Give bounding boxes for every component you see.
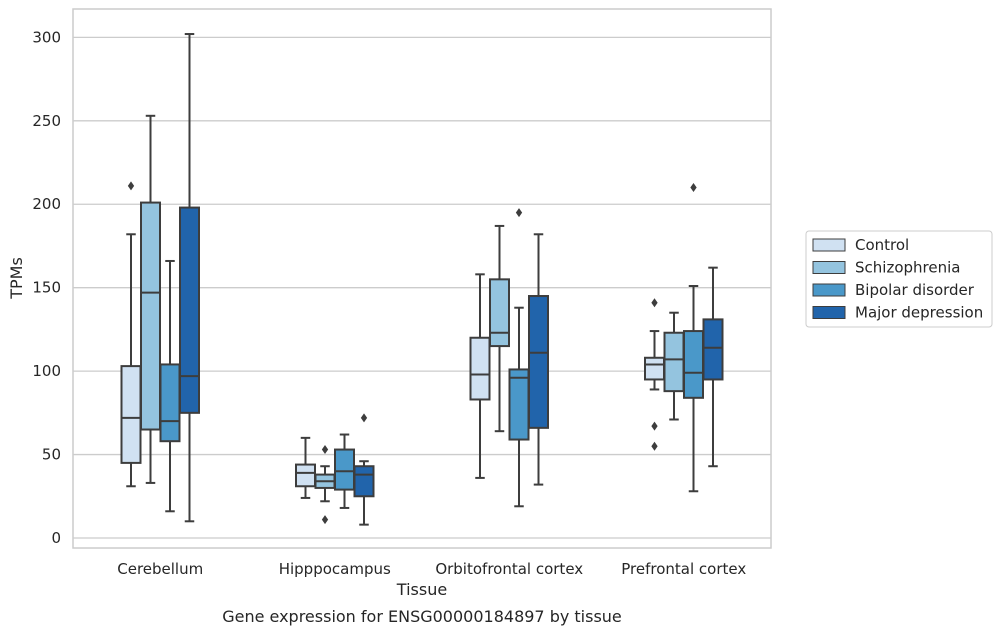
y-tick-label: 100 [32,362,61,380]
box-plot-series [120,33,724,526]
box-plot-box [314,445,336,525]
y-tick-label: 0 [51,529,61,547]
box-iqr [295,463,316,488]
outlier-point [515,208,523,218]
box-plot-box [508,208,530,508]
x-axis-ticks: Cerebellum Hipppocampus Orbitofrontal cort… [117,560,746,578]
x-tick-label: Hipppocampus [279,560,391,578]
outlier-point [321,445,329,455]
box-iqr [353,465,375,498]
box-plot-box [159,259,181,513]
outlier-point [690,183,697,193]
box-plot-box [489,224,510,433]
legend-label: Control [855,236,909,254]
box-plot-box [528,233,549,486]
box-plot-box [663,311,685,421]
gridlines [73,36,771,539]
outlier-point [651,421,658,431]
legend-label: Major depression [855,304,983,322]
box-iqr [159,363,181,443]
x-tick-label: Prefrontal cortex [621,560,746,578]
legend: Control Schizophrenia Bipolar disorder Majo… [805,230,993,328]
outlier-point [127,181,135,191]
box-plot-box [702,266,724,468]
y-tick-label: 300 [32,28,61,46]
chart-caption: Gene expression for ENSG00000184897 by t… [222,607,622,626]
box-iqr [469,336,491,401]
plot-area-frame [72,8,772,549]
box-iqr [508,368,530,441]
outlier-point [651,298,658,308]
box-plot-box [140,114,161,484]
y-tick-label: 150 [32,279,61,297]
legend-label: Schizophrenia [855,259,960,277]
box-iqr [528,295,549,429]
outlier-point [360,413,368,423]
box-iqr [663,331,685,393]
legend-swatch [812,238,846,252]
box-iqr [644,356,665,381]
legend-swatch [812,261,846,274]
box-iqr [334,448,355,491]
y-tick-label: 50 [42,446,61,464]
legend-swatch [812,306,846,319]
box-iqr [489,278,510,348]
box-plot-box [683,183,704,493]
y-tick-label: 250 [32,112,61,130]
box-iqr [702,318,724,381]
box-plot-box [295,436,316,499]
box-plot-box [469,273,491,479]
legend-label: Bipolar disorder [855,281,975,299]
y-axis-label: TPMs [7,257,26,300]
x-tick-label: Cerebellum [117,560,203,578]
x-axis-label: Tissue [396,580,447,599]
box-plot-box [644,298,665,451]
box-plot-box [334,433,355,509]
box-iqr [683,330,704,399]
box-iqr [179,206,200,414]
box-plot-box [179,33,200,523]
box-plot-box [120,181,142,488]
box-iqr [140,201,161,431]
outlier-point [321,515,329,525]
y-tick-label: 200 [32,195,61,213]
outlier-point [651,441,658,451]
legend-swatch [812,283,846,297]
box-iqr [120,365,142,464]
y-axis-ticks: 0 50 100 150 200 250 300 [32,28,61,547]
box-plot-box [353,413,375,526]
legend-frame [805,230,993,328]
x-tick-label: Orbitofrontal cortex [435,560,583,578]
